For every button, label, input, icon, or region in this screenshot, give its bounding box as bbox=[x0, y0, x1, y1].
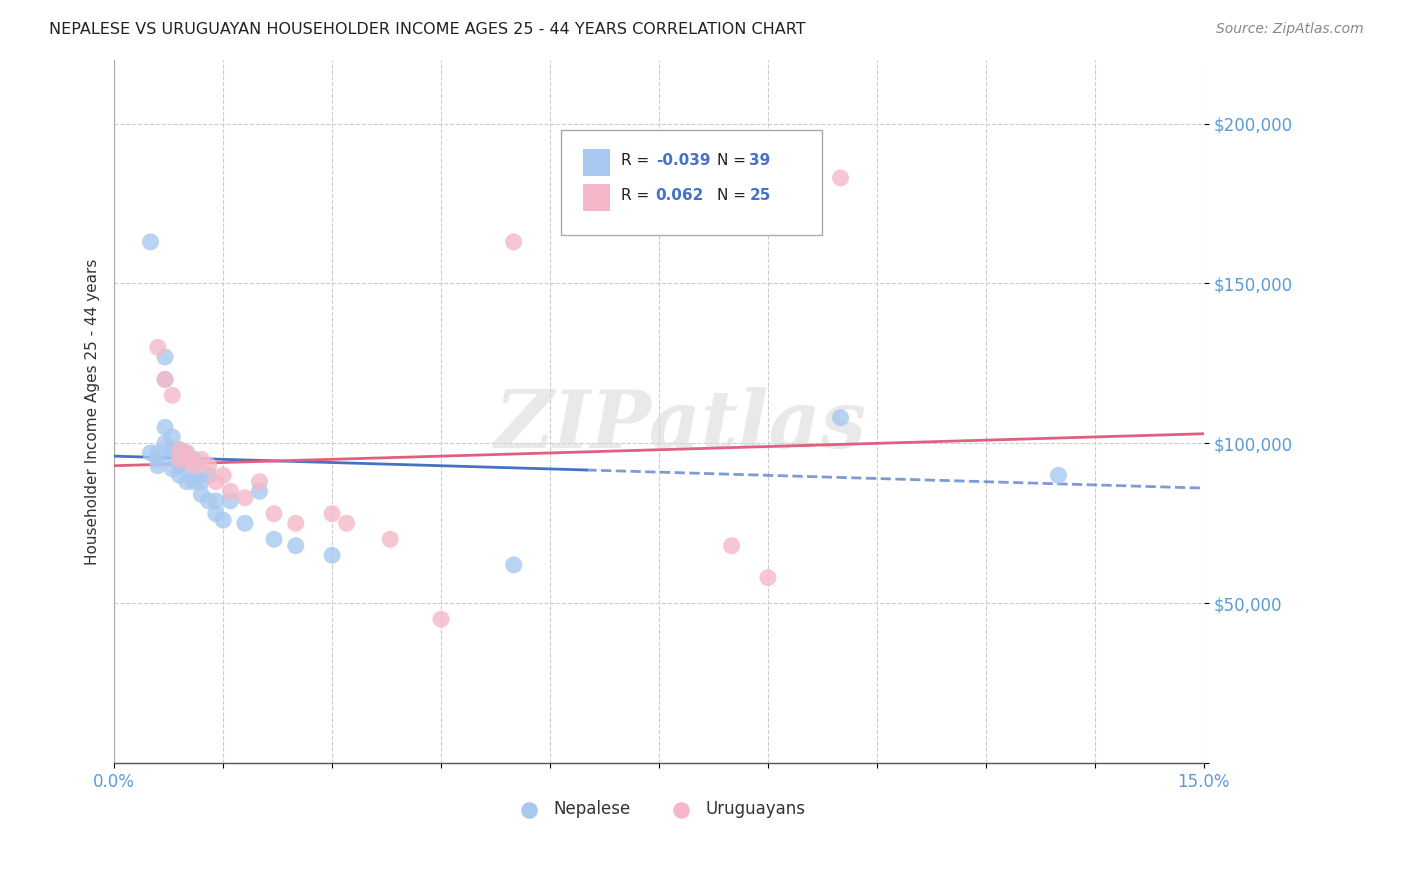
Point bbox=[153, 420, 176, 434]
Point bbox=[720, 539, 742, 553]
Point bbox=[502, 235, 524, 249]
Point bbox=[263, 533, 285, 547]
FancyBboxPatch shape bbox=[582, 149, 610, 176]
Text: -0.039: -0.039 bbox=[655, 153, 710, 168]
Point bbox=[380, 533, 402, 547]
Text: 39: 39 bbox=[749, 153, 770, 168]
Point bbox=[756, 571, 779, 585]
Point bbox=[183, 458, 205, 473]
Point bbox=[219, 484, 242, 499]
Point bbox=[169, 458, 191, 473]
Point bbox=[153, 436, 176, 450]
Point bbox=[830, 410, 852, 425]
Point bbox=[233, 491, 256, 505]
Point bbox=[430, 612, 453, 626]
Point bbox=[205, 475, 228, 489]
Point bbox=[183, 452, 205, 467]
Point bbox=[183, 475, 205, 489]
Point bbox=[162, 449, 184, 463]
Point bbox=[162, 462, 184, 476]
Text: NEPALESE VS URUGUAYAN HOUSEHOLDER INCOME AGES 25 - 44 YEARS CORRELATION CHART: NEPALESE VS URUGUAYAN HOUSEHOLDER INCOME… bbox=[49, 22, 806, 37]
Point bbox=[249, 475, 271, 489]
Point bbox=[176, 452, 198, 467]
Text: Source: ZipAtlas.com: Source: ZipAtlas.com bbox=[1216, 22, 1364, 37]
Legend: Nepalese, Uruguayans: Nepalese, Uruguayans bbox=[505, 794, 813, 825]
Point bbox=[139, 446, 162, 460]
Point bbox=[169, 442, 191, 457]
Text: 0.062: 0.062 bbox=[655, 188, 704, 203]
Point bbox=[176, 446, 198, 460]
Point bbox=[146, 452, 169, 467]
Point bbox=[139, 235, 162, 249]
Text: R =: R = bbox=[621, 153, 654, 168]
Point bbox=[1047, 468, 1070, 483]
Text: ZIPatlas: ZIPatlas bbox=[495, 387, 868, 464]
Point bbox=[162, 388, 184, 402]
Point bbox=[190, 475, 212, 489]
Point bbox=[169, 452, 191, 467]
Point bbox=[169, 468, 191, 483]
Point bbox=[176, 452, 198, 467]
Point bbox=[321, 507, 343, 521]
Point bbox=[321, 548, 343, 562]
Point bbox=[336, 516, 359, 531]
Point bbox=[176, 446, 198, 460]
Point bbox=[169, 442, 191, 457]
Point bbox=[153, 350, 176, 364]
Point bbox=[284, 516, 307, 531]
Point bbox=[197, 468, 219, 483]
Point bbox=[502, 558, 524, 572]
Point bbox=[146, 446, 169, 460]
Y-axis label: Householder Income Ages 25 - 44 years: Householder Income Ages 25 - 44 years bbox=[86, 258, 100, 565]
Text: R =: R = bbox=[621, 188, 659, 203]
Point bbox=[205, 494, 228, 508]
Text: N =: N = bbox=[717, 188, 751, 203]
Point bbox=[190, 487, 212, 501]
FancyBboxPatch shape bbox=[561, 130, 823, 235]
Point bbox=[153, 372, 176, 386]
Point bbox=[183, 468, 205, 483]
Point bbox=[197, 494, 219, 508]
Point bbox=[212, 468, 235, 483]
Point bbox=[212, 513, 235, 527]
Point bbox=[176, 475, 198, 489]
Point bbox=[169, 449, 191, 463]
Point bbox=[830, 170, 852, 185]
Point bbox=[249, 484, 271, 499]
Point bbox=[162, 442, 184, 457]
Point bbox=[146, 458, 169, 473]
Point bbox=[263, 507, 285, 521]
Point bbox=[146, 340, 169, 354]
Point bbox=[162, 430, 184, 444]
Point bbox=[233, 516, 256, 531]
FancyBboxPatch shape bbox=[582, 184, 610, 211]
Point bbox=[205, 507, 228, 521]
Point bbox=[153, 372, 176, 386]
Point bbox=[190, 452, 212, 467]
Text: N =: N = bbox=[717, 153, 751, 168]
Point bbox=[197, 458, 219, 473]
Point bbox=[219, 494, 242, 508]
Point bbox=[284, 539, 307, 553]
Text: 25: 25 bbox=[749, 188, 770, 203]
